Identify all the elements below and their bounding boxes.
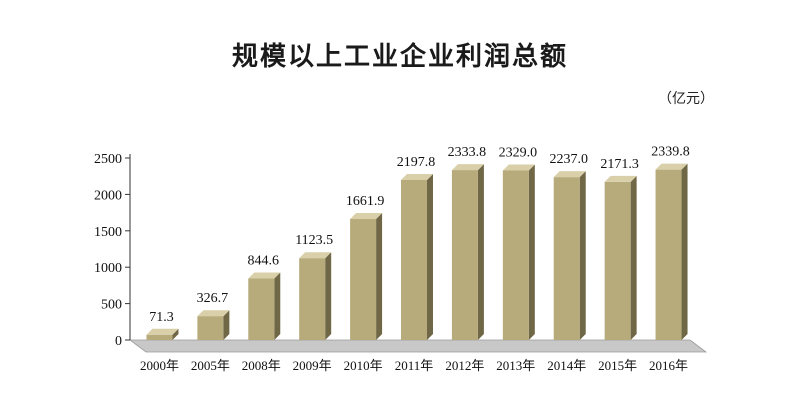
bar-top: [299, 252, 332, 259]
y-tick-label: 500: [101, 298, 122, 313]
bar-top: [502, 164, 535, 171]
bar: [350, 219, 377, 340]
data-label: 2171.3: [600, 157, 639, 172]
bar: [604, 181, 631, 340]
x-tick-label: 2013年: [496, 358, 535, 373]
x-tick-label: 2009年: [293, 358, 332, 373]
x-tick-label: 2008年: [242, 358, 281, 373]
bar-side: [427, 174, 433, 340]
bar: [655, 169, 682, 340]
bar-side: [325, 252, 332, 340]
x-tick-label: 2010年: [344, 358, 383, 373]
bar-side: [172, 328, 179, 340]
bar-side: [681, 163, 688, 340]
bar: [146, 334, 173, 340]
bar-top: [197, 310, 230, 317]
x-tick-label: 2014年: [547, 358, 586, 373]
bar: [451, 170, 478, 340]
bar: [502, 170, 529, 340]
bar: [553, 177, 580, 340]
bar-side: [376, 213, 383, 340]
y-tick-label: 2500: [94, 152, 122, 167]
data-label: 2197.8: [397, 155, 436, 170]
bar-side: [223, 310, 230, 340]
bar: [299, 258, 326, 340]
data-label: 2339.8: [651, 145, 690, 160]
x-tick-label: 2005年: [191, 358, 230, 373]
bar-side: [528, 164, 535, 340]
data-label: 844.6: [248, 254, 280, 269]
bar: [197, 316, 224, 340]
y-tick-label: 1000: [94, 261, 122, 276]
bar-top: [553, 171, 586, 178]
bar-side: [630, 175, 637, 340]
y-tick-label: 1500: [94, 225, 122, 240]
unit-label: （亿元）: [658, 91, 714, 107]
data-label: 2333.8: [448, 145, 487, 160]
data-label: 2237.0: [549, 152, 588, 167]
bar-top: [655, 163, 688, 170]
bar-top: [146, 328, 179, 335]
bar-top: [604, 175, 637, 182]
data-label: 326.7: [197, 291, 229, 306]
x-tick-label: 2016年: [649, 358, 688, 373]
chart-title: 规模以上工业企业利润总额: [231, 42, 568, 72]
chart-floor: [128, 339, 708, 353]
bar-side: [579, 171, 586, 340]
bar: [248, 278, 275, 340]
x-tick-label: 2000年: [140, 358, 179, 373]
data-label: 2329.0: [499, 145, 538, 160]
data-label: 71.3: [149, 310, 174, 325]
y-tick-label: 2000: [94, 188, 122, 203]
y-tick-label: 0: [115, 334, 122, 349]
bar-side: [274, 272, 281, 340]
bar: [401, 180, 427, 340]
x-tick-label: 2015年: [598, 358, 637, 373]
data-label: 1661.9: [346, 194, 385, 209]
bar-top: [401, 174, 433, 181]
bar-top: [350, 213, 383, 220]
x-tick-label: 2012年: [445, 358, 484, 373]
bar-side: [477, 164, 484, 340]
x-tick-label: 2011年: [395, 358, 434, 373]
data-label: 1123.5: [295, 233, 333, 248]
bar-top: [451, 164, 484, 171]
bar-top: [248, 272, 281, 279]
